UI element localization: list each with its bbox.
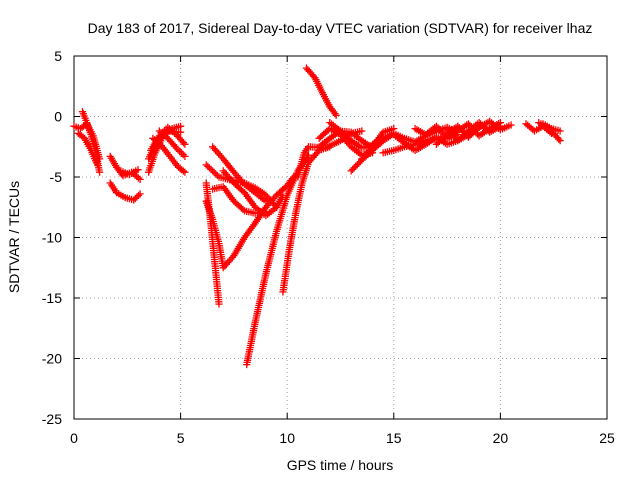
series-trace-33 — [443, 119, 504, 145]
series-trace-13 — [202, 179, 223, 308]
series-trace-19 — [279, 143, 334, 296]
series-trace-5 — [106, 179, 144, 204]
series-trace-20 — [294, 143, 313, 181]
x-tick-label: 0 — [70, 430, 78, 446]
data-point-markers — [294, 143, 313, 181]
y-tick-label: -5 — [50, 169, 63, 185]
x-tick-label: 15 — [386, 430, 402, 446]
data-point-markers — [443, 119, 504, 145]
series-trace-32 — [432, 117, 515, 148]
y-tick-label: -20 — [42, 351, 62, 367]
data-point-markers — [155, 127, 189, 160]
grid — [74, 56, 607, 419]
x-tick-label: 10 — [279, 430, 295, 446]
data-point-markers — [74, 129, 102, 169]
chart-title: Day 183 of 2017, Sidereal Day-to-day VTE… — [88, 20, 593, 36]
tick-marks — [73, 55, 608, 420]
series-trace-21 — [302, 64, 340, 119]
y-tick-label: -10 — [42, 230, 62, 246]
series-trace-6 — [117, 166, 142, 179]
y-tick-label: 5 — [54, 48, 62, 64]
series-trace-17 — [219, 167, 287, 220]
tick-labels: 0 5 10 15 20 25 5 0 -5 -10 -15 -20 -25 — [42, 48, 615, 446]
series-trace-3 — [74, 129, 102, 169]
y-axis-label: SDTVAR / TECUs — [6, 181, 22, 293]
data-point-markers — [539, 120, 564, 135]
series-trace-36 — [539, 120, 564, 135]
data-layer — [70, 64, 564, 369]
data-point-markers — [117, 166, 142, 179]
data-point-markers — [219, 167, 287, 220]
data-point-markers — [149, 134, 189, 176]
y-tick-label: -15 — [42, 290, 62, 306]
series-trace-10 — [149, 134, 189, 176]
x-tick-label: 20 — [493, 430, 509, 446]
y-tick-label: 0 — [54, 109, 62, 125]
series-trace-11 — [155, 127, 189, 160]
y-tick-label: -25 — [42, 411, 62, 427]
data-point-markers — [106, 179, 144, 204]
data-point-markers — [302, 64, 340, 119]
data-point-markers — [202, 179, 223, 308]
x-tick-label: 25 — [599, 430, 615, 446]
x-axis-label: GPS time / hours — [287, 457, 394, 473]
data-point-markers — [279, 143, 334, 296]
data-point-markers — [432, 117, 515, 148]
x-tick-label: 5 — [177, 430, 185, 446]
